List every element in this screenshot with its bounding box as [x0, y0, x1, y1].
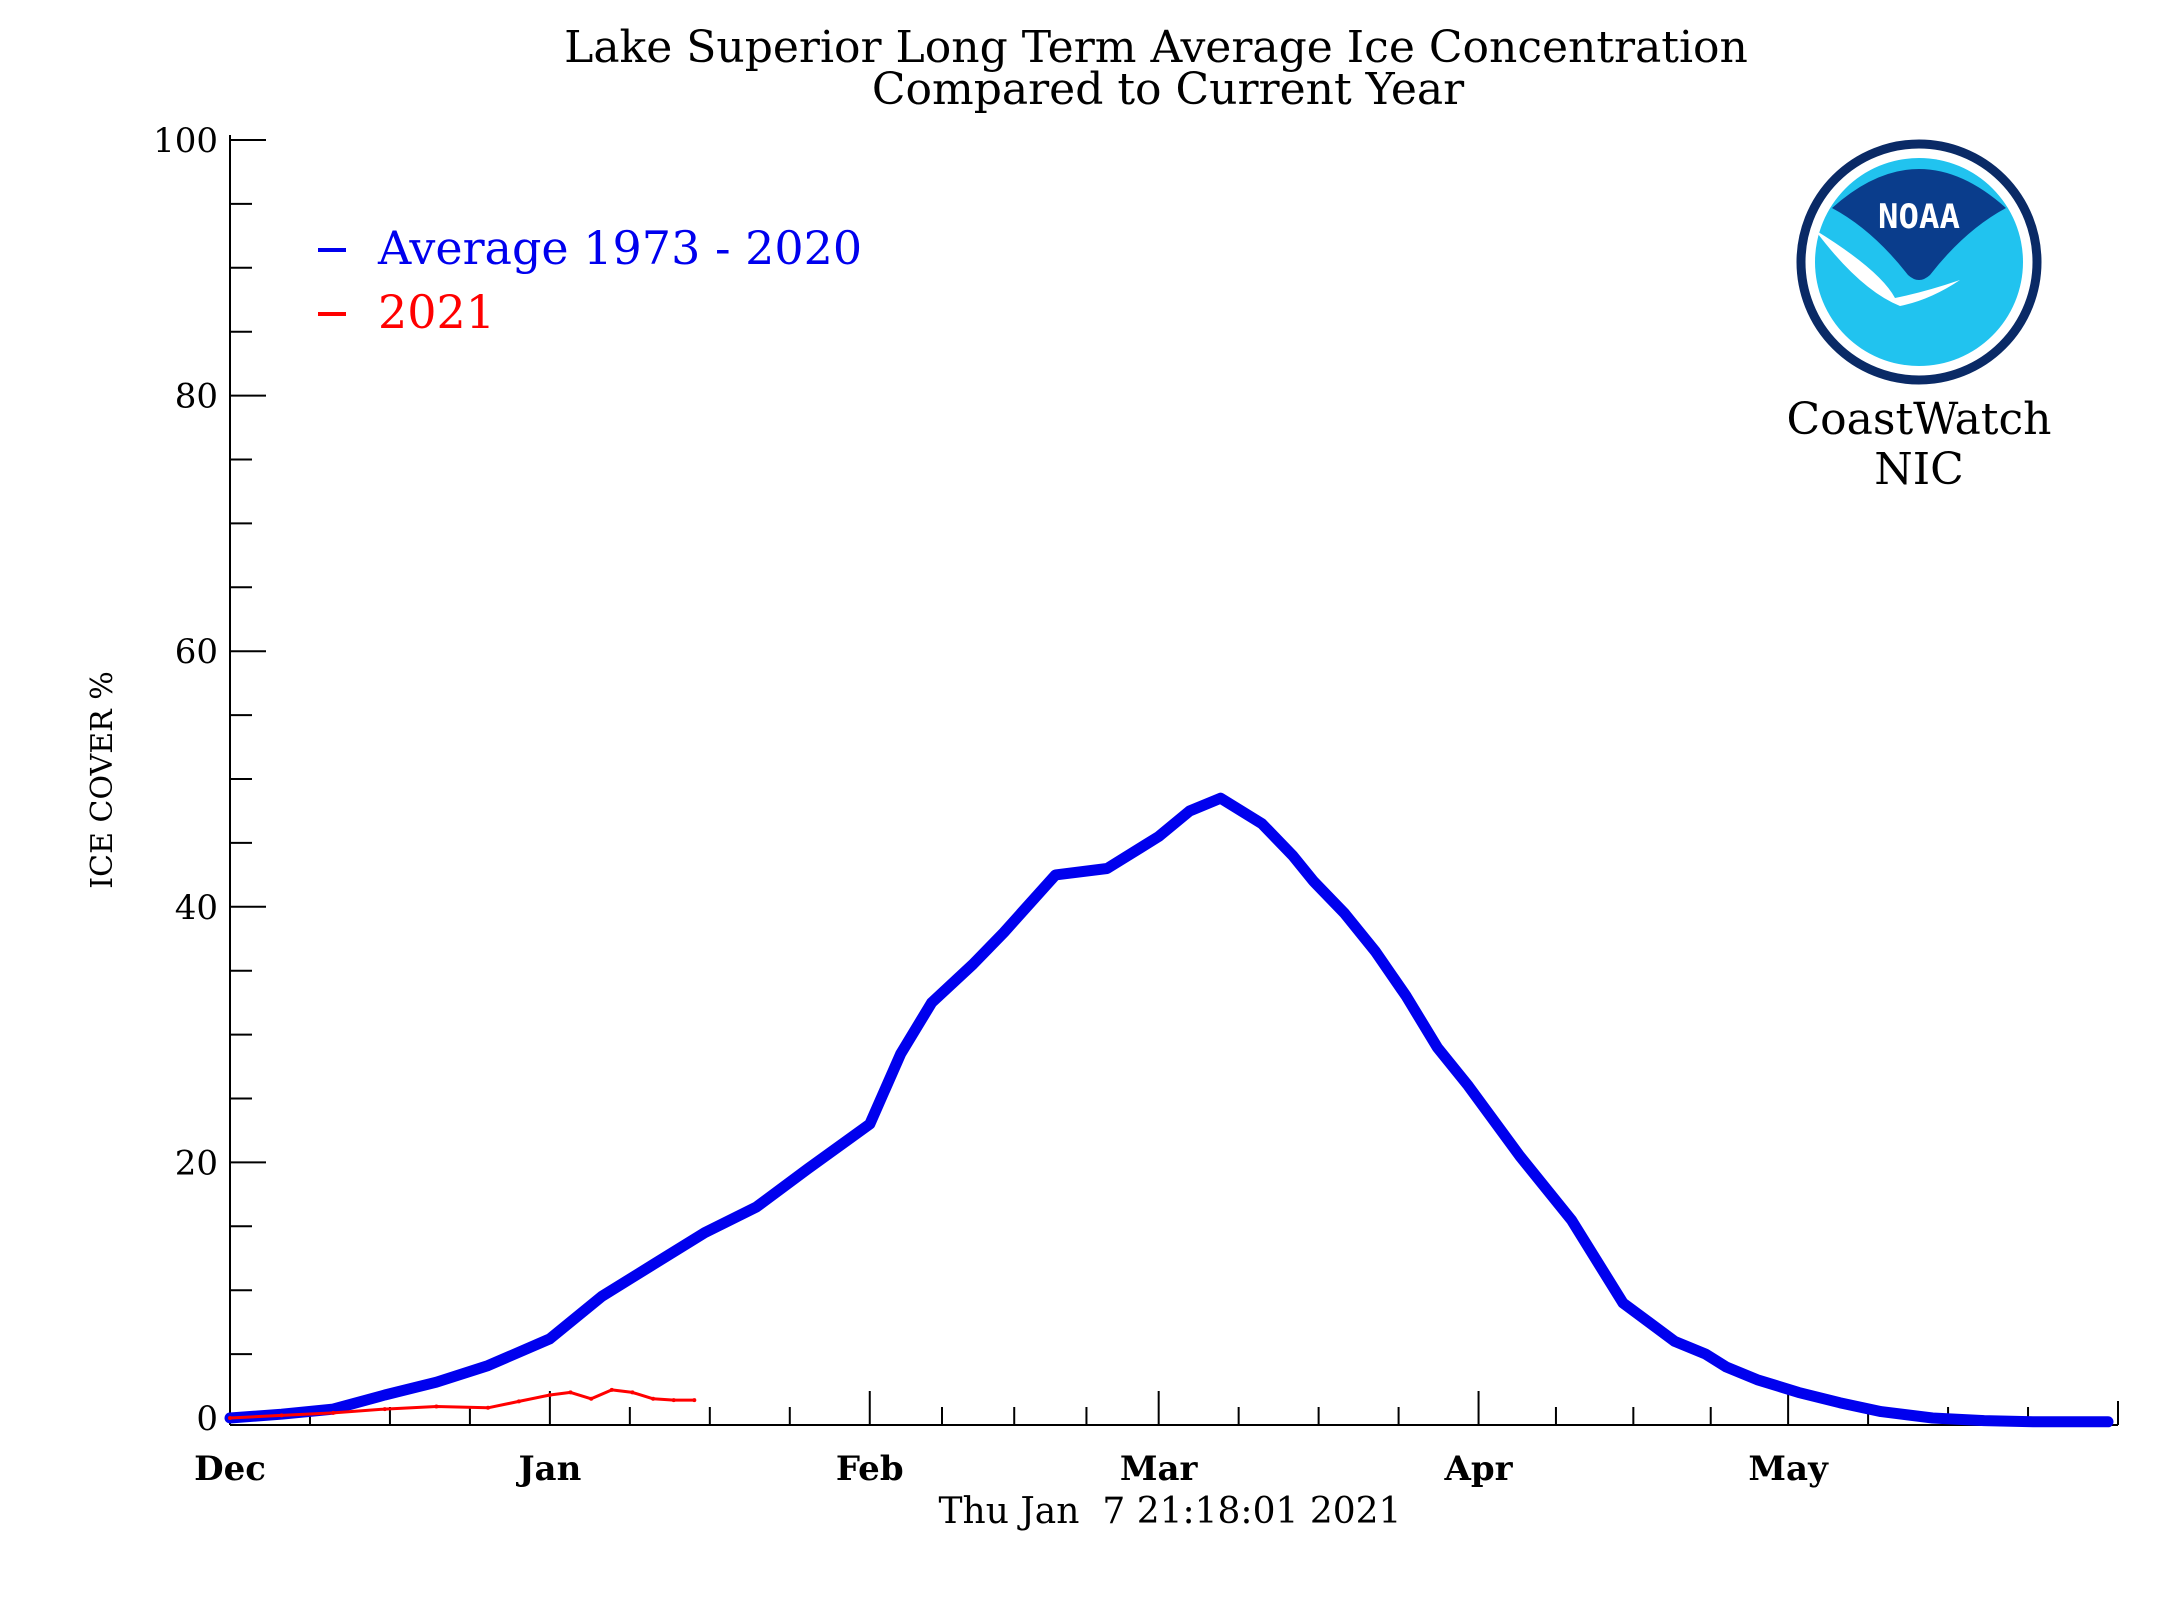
- series-0-point: [648, 1259, 659, 1270]
- x-tick-label: Dec: [194, 1449, 266, 1489]
- series-0-point: [1669, 1336, 1680, 1347]
- series-line-0: [224, 792, 2114, 1428]
- series-1-point: [547, 1393, 552, 1397]
- y-tick-label: 60: [175, 632, 218, 672]
- series-0-point: [431, 1377, 442, 1388]
- series-1-point: [671, 1398, 676, 1403]
- x-ticks: Dec Jan Feb Mar Apr May: [194, 1391, 2119, 1489]
- series-0-point: [1793, 1387, 1804, 1398]
- series-0-point: [1050, 869, 1061, 880]
- series-1-point: [486, 1405, 490, 1410]
- series-0-point: [926, 997, 937, 1008]
- series-0-point: [864, 1119, 875, 1130]
- series-0-point: [2103, 1416, 2113, 1427]
- series-0-point: [1102, 863, 1113, 874]
- series-0-point: [1834, 1397, 1845, 1408]
- series-0-point: [1370, 946, 1381, 957]
- series-1-point: [516, 1399, 521, 1404]
- legend-label-average: Average 1973 - 2020: [377, 221, 862, 275]
- x-tick-label: Mar: [1120, 1449, 1199, 1489]
- series-1-point: [651, 1396, 656, 1401]
- logo-badge-text: NOAA: [1878, 197, 1960, 237]
- series-0-point: [1752, 1374, 1763, 1385]
- series-0-point: [895, 1048, 906, 1059]
- legend-label-2021: 2021: [378, 285, 495, 339]
- x-tick-label: Apr: [1444, 1449, 1514, 1489]
- logo-line2: NIC: [1874, 444, 1964, 495]
- series-0-point: [2082, 1416, 2093, 1427]
- series-0-point: [1514, 1151, 1525, 1161]
- series-0-point: [1287, 850, 1298, 861]
- series-1-point: [382, 1407, 387, 1412]
- series-0-point: [1308, 876, 1319, 887]
- series-0-point: [379, 1390, 390, 1400]
- logo-line1: CoastWatch: [1787, 394, 2052, 445]
- series-0-point: [967, 959, 978, 970]
- y-tick-label: 20: [175, 1143, 218, 1183]
- series-0-point: [802, 1163, 813, 1174]
- series-0-point: [1721, 1361, 1732, 1372]
- series-0-point: [1876, 1406, 1886, 1417]
- series-1-point: [568, 1390, 573, 1395]
- series-0-point: [596, 1291, 607, 1302]
- series-0-point: [544, 1333, 555, 1344]
- series-1-point: [609, 1387, 614, 1392]
- timestamp: Thu Jan 7 21:18:01 2021: [939, 1491, 1402, 1532]
- series-0-point: [1927, 1413, 1938, 1423]
- series-0-point: [1700, 1349, 1711, 1360]
- series-0-point: [2030, 1416, 2041, 1427]
- series-0-point: [1618, 1298, 1628, 1308]
- series-0-point: [1401, 991, 1412, 1002]
- series-0-point: [998, 927, 1009, 938]
- x-tick-label: Jan: [515, 1449, 581, 1489]
- series-0-point: [751, 1202, 762, 1213]
- y-tick-label: 100: [153, 121, 218, 161]
- series-layer: [224, 792, 2114, 1428]
- series-0-point: [1184, 806, 1195, 816]
- seagull-icon: [1815, 230, 1960, 306]
- x-tick-label: May: [1748, 1449, 1829, 1489]
- series-1-point: [434, 1404, 439, 1409]
- y-axis-label: ICE COVER %: [85, 671, 120, 888]
- y-tick-label: 0: [196, 1399, 218, 1439]
- series-1-point: [331, 1410, 336, 1415]
- series-0-point: [1256, 818, 1267, 829]
- series-0-point: [483, 1360, 493, 1371]
- y-tick-label: 80: [175, 377, 218, 417]
- series-1-point: [228, 1416, 232, 1420]
- x-tick-label: Feb: [836, 1449, 904, 1489]
- chart-title: Lake Superior Long Term Average Ice Conc…: [564, 22, 1748, 73]
- series-0-point: [1566, 1214, 1577, 1225]
- series-1-point: [692, 1398, 697, 1403]
- legend: Average 1973 - 2020 2021: [318, 221, 862, 339]
- logo-sky: [1832, 169, 2006, 280]
- series-1-point: [589, 1396, 594, 1401]
- noaa-logo: NOAA CoastWatch NIC: [1787, 139, 2052, 495]
- series-0-point: [1432, 1042, 1443, 1053]
- series-0-point: [1463, 1080, 1474, 1091]
- series-0-point: [1979, 1415, 1990, 1426]
- series-0-point: [699, 1227, 710, 1238]
- series-1-point: [279, 1413, 284, 1418]
- series-0-point: [1215, 793, 1226, 804]
- series-0-point: [1153, 831, 1164, 842]
- chart-subtitle: Compared to Current Year: [872, 64, 1465, 115]
- y-ticks: 0 20 40 60 80 100: [153, 121, 266, 1439]
- series-line-1: [228, 1388, 696, 1420]
- series-1-point: [630, 1390, 635, 1395]
- y-tick-label: 40: [175, 888, 218, 928]
- series-0-point: [1339, 908, 1350, 919]
